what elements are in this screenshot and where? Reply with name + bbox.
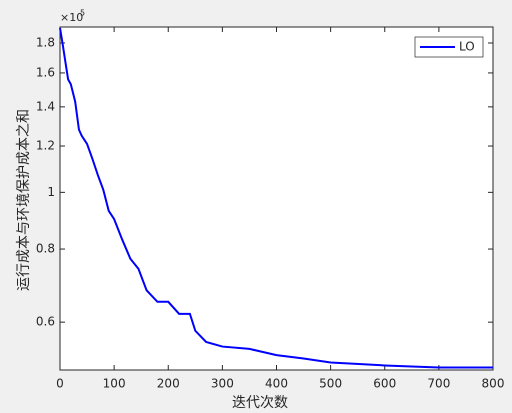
x-tick-label: 100: [103, 377, 126, 391]
y-tick-label: 1.4: [36, 99, 55, 113]
y-multiplier: ×10: [60, 11, 83, 24]
x-tick-label: 700: [427, 377, 450, 391]
x-tick-label: 400: [265, 377, 288, 391]
x-tick-label: 300: [211, 377, 234, 391]
plot-area: [60, 27, 493, 370]
x-tick-label: 800: [482, 377, 505, 391]
x-tick-label: 600: [373, 377, 396, 391]
y-tick-label: 0.6: [36, 315, 55, 329]
x-axis-label: 迭代次数: [232, 395, 288, 411]
y-tick-label: 1.8: [36, 36, 55, 50]
x-tick-label: 500: [319, 377, 342, 391]
axes-box: [59, 26, 494, 371]
x-tick-label: 200: [157, 377, 180, 391]
y-tick-label: 1.6: [36, 65, 55, 79]
y-multiplier-exponent: 5: [80, 9, 85, 18]
y-tick-label: 1: [47, 185, 55, 199]
series-line: [59, 27, 493, 369]
y-tick-label: 0.8: [36, 242, 55, 256]
y-tick-label: 1.2: [36, 139, 55, 153]
legend-label: LO: [459, 40, 475, 54]
x-tick-label: 0: [56, 377, 64, 391]
y-axis-label: 运行成本与环境保护成本之和: [16, 109, 32, 291]
